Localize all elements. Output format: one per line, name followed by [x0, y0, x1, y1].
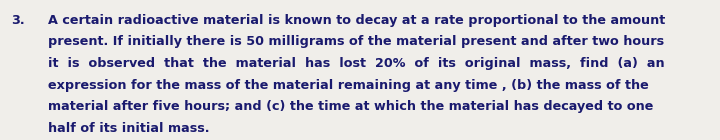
Text: it  is  observed  that  the  material  has  lost  20%  of  its  original  mass, : it is observed that the material has los… [48, 57, 665, 70]
Text: material after five hours; and (c) the time at which the material has decayed to: material after five hours; and (c) the t… [48, 100, 653, 113]
Text: 3.: 3. [12, 14, 24, 27]
Text: expression for the mass of the material remaining at any time , (b) the mass of : expression for the mass of the material … [48, 79, 648, 92]
Text: present. If initially there is 50 milligrams of the material present and after t: present. If initially there is 50 millig… [48, 35, 664, 48]
Text: A certain radioactive material is known to decay at a rate proportional to the a: A certain radioactive material is known … [48, 14, 665, 27]
Text: half of its initial mass.: half of its initial mass. [48, 122, 209, 135]
